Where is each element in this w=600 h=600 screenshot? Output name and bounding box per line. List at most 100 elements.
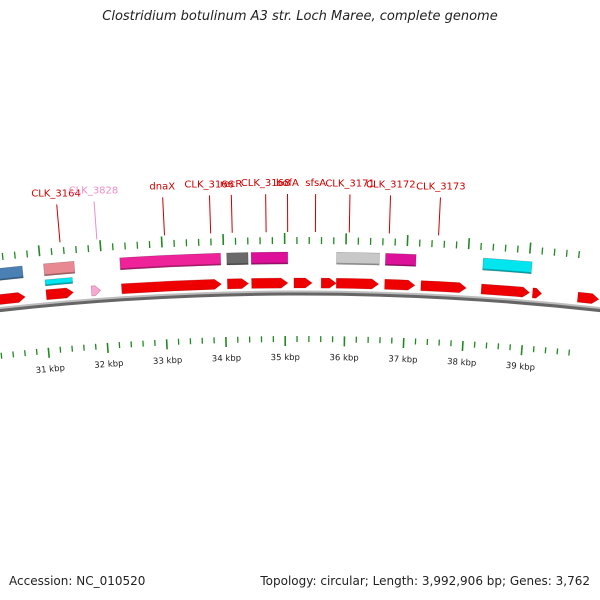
cds-arrow[interactable] [335, 277, 380, 290]
magenta-feature [250, 251, 289, 265]
tick-label: 36 kbp [329, 353, 358, 363]
major-tick [529, 242, 532, 254]
major-tick [106, 342, 109, 353]
cds-arrow[interactable] [45, 287, 74, 301]
gene-label[interactable]: CLK_3171 [325, 178, 375, 189]
feature-shadow [44, 271, 75, 276]
feature-track-inner [44, 277, 74, 287]
minor-tick [553, 248, 556, 256]
minor-tick [24, 350, 26, 357]
gene-label[interactable]: CLK_3168 [241, 178, 291, 189]
gene-label-leader [388, 195, 392, 234]
page-title: Clostridium botulinum A3 str. Loch Maree… [102, 9, 498, 24]
cds-arrow[interactable] [420, 280, 467, 293]
minor-tick [541, 247, 544, 255]
major-tick [99, 240, 102, 252]
major-tick [160, 236, 163, 248]
cds-arrow[interactable] [320, 277, 337, 289]
minor-tick [568, 349, 571, 356]
minor-tick [62, 247, 65, 255]
feature-shadow [251, 262, 288, 265]
feature-track-outer [0, 251, 533, 281]
axis-tick-labels: 31 kbp 32 kbp 33 kbp 34 kbp 35 kbp 36 kbp 37 k… [35, 353, 535, 376]
minor-tick [532, 346, 535, 353]
major-tick [461, 340, 464, 351]
cds-arrow[interactable] [0, 292, 26, 307]
tick-label: 38 kbp [447, 357, 477, 369]
minor-tick [556, 348, 559, 355]
cds-arrow[interactable] [384, 279, 416, 291]
cds-arrow[interactable] [293, 277, 313, 289]
minor-tick [13, 251, 16, 259]
feature-shadow [482, 268, 532, 274]
backbone-shadow [0, 290, 600, 311]
gene-label[interactable]: CLK_3828 [69, 186, 119, 197]
cds-track [0, 277, 600, 307]
tick-label: 39 kbp [505, 361, 535, 373]
cds-arrow[interactable] [251, 277, 289, 289]
genome-backbone [0, 290, 600, 313]
cyan-feature [44, 277, 74, 287]
major-tick [467, 238, 471, 250]
minor-tick [565, 249, 568, 257]
tick-label: 37 kbp [388, 354, 418, 365]
tick-label: 33 kbp [153, 356, 183, 367]
gene-label-leader [208, 195, 212, 234]
major-tick [37, 245, 41, 257]
gene-label-leader [438, 197, 441, 236]
cds-arrow[interactable] [480, 283, 531, 298]
tick-label: 32 kbp [94, 359, 124, 371]
outer-tick-marks [1, 233, 581, 261]
tick-label: 31 kbp [35, 363, 65, 376]
minor-tick [75, 245, 77, 254]
cyan-feature [482, 257, 533, 275]
gene-label[interactable]: CLK_3166 [184, 179, 234, 190]
gray-feature [226, 252, 249, 266]
gene-label[interactable]: CLK_3164 [31, 189, 81, 200]
feature-shadow [120, 263, 221, 270]
gene-label-leader [348, 194, 351, 233]
minor-tick [87, 245, 90, 253]
tick-label: 34 kbp [212, 354, 241, 365]
blue-feature [0, 265, 24, 281]
minor-tick [516, 245, 519, 253]
minor-tick [26, 250, 29, 258]
magenta-feature [384, 253, 417, 267]
backbone-line [0, 292, 600, 313]
minor-tick [35, 348, 38, 356]
cds-arrow[interactable] [531, 287, 543, 299]
gene-label-leader [56, 204, 61, 243]
minor-tick [504, 244, 507, 252]
genome-summary: Topology: circular; Length: 3,992,906 bp… [260, 574, 590, 588]
cds-arrow[interactable] [576, 291, 600, 304]
minor-tick [12, 351, 15, 358]
inner-tick-marks [0, 336, 571, 359]
minor-tick [0, 352, 3, 359]
feature-shadow [336, 262, 380, 266]
gene-label[interactable]: recR [220, 179, 243, 190]
light_gray-feature [336, 251, 380, 266]
minor-tick [544, 347, 547, 354]
minor-tick [59, 346, 62, 353]
gene-label[interactable]: bofA [276, 178, 299, 189]
minor-tick [578, 250, 581, 259]
cds-arrow[interactable] [226, 278, 250, 290]
gene-label[interactable]: CLK_3173 [416, 182, 466, 193]
gene-label[interactable]: dnaX [149, 181, 175, 192]
salmon-feature [43, 260, 76, 277]
pink-feature [119, 252, 222, 271]
minor-tick [1, 252, 4, 261]
feature-shadow [385, 263, 416, 267]
cds-arrow[interactable] [121, 279, 222, 295]
gene-label-leader [230, 194, 233, 233]
gene-label[interactable]: sfsA [305, 178, 326, 189]
minor-tick [50, 248, 53, 256]
major-tick [47, 347, 51, 358]
cds-arrow[interactable] [90, 285, 102, 297]
major-tick [520, 345, 523, 356]
gene-label[interactable]: CLK_3172 [366, 179, 416, 190]
feature-shadow [226, 262, 249, 265]
minor-tick [71, 345, 74, 352]
